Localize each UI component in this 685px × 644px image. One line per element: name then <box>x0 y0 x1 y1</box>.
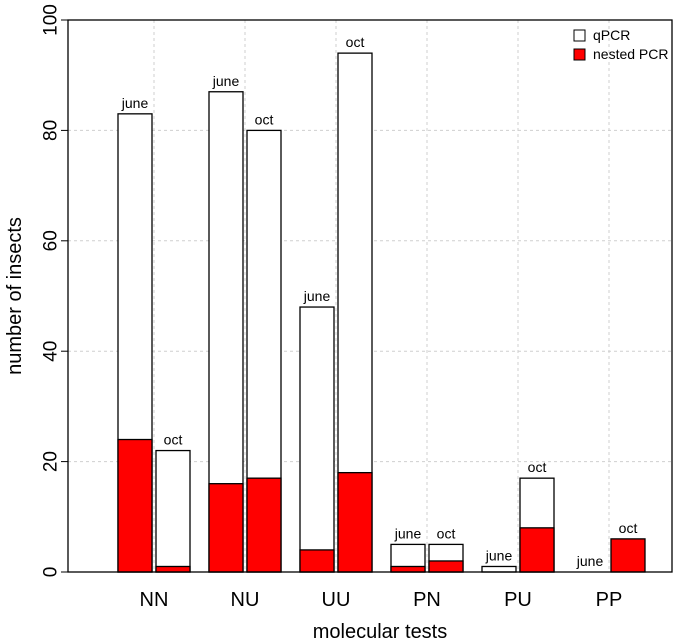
legend-label-nested-pcr: nested PCR <box>593 46 668 62</box>
legend: qPCR nested PCR <box>573 27 668 62</box>
bar-nested-pcr <box>155 565 191 573</box>
bar-label: oct <box>346 34 365 50</box>
y-tick-label: 80 <box>41 120 62 141</box>
y-tick-label: 40 <box>41 341 62 362</box>
bar-label: oct <box>255 111 274 127</box>
bar-label: june <box>121 95 149 111</box>
y-axis-title: number of insects <box>4 217 26 375</box>
x-tick-label: PP <box>596 589 623 611</box>
y-tick-label: 60 <box>41 230 62 251</box>
bar-label: june <box>212 73 240 89</box>
bar-qpcr <box>481 565 517 573</box>
y-tick-label: 20 <box>41 451 62 472</box>
bar-label: oct <box>437 525 456 541</box>
bar-label: oct <box>619 520 638 536</box>
x-tick-label: UU <box>322 589 351 611</box>
bar-label: oct <box>164 432 183 448</box>
bars <box>117 52 646 573</box>
bar-nested-pcr <box>117 438 153 573</box>
y-tick-label: 0 <box>41 567 62 578</box>
bar-nested-pcr <box>610 538 646 573</box>
bar-label: june <box>485 547 513 563</box>
bar-label: june <box>576 553 604 569</box>
bar-nested-pcr <box>519 527 555 573</box>
x-axis-title: molecular tests <box>313 621 448 643</box>
bar-label: june <box>303 288 331 304</box>
y-axis: 0 20 40 60 80 100 <box>41 4 68 577</box>
bar-qpcr <box>299 306 335 573</box>
bar-qpcr <box>155 449 191 573</box>
bar-nested-pcr <box>299 549 335 573</box>
bar-label: june <box>394 525 422 541</box>
plot-frame <box>67 19 673 573</box>
bar-label: oct <box>528 459 547 475</box>
x-tick-label: PN <box>413 589 441 611</box>
bar-nested-pcr <box>246 477 282 573</box>
bar-nested-pcr <box>390 565 426 573</box>
legend-swatch-qpcr <box>573 29 586 42</box>
bar-nested-pcr <box>428 560 464 573</box>
x-axis-categories: NN NU UU PN PU PP <box>140 589 623 611</box>
bar-nested-pcr <box>337 471 373 573</box>
legend-swatch-nested-pcr <box>573 48 586 61</box>
bar-nested-pcr <box>208 483 244 573</box>
legend-label-qpcr: qPCR <box>593 27 630 43</box>
x-tick-label: NN <box>140 589 169 611</box>
x-tick-label: PU <box>504 589 532 611</box>
x-tick-label: NU <box>231 589 260 611</box>
y-tick-label: 100 <box>41 4 62 36</box>
